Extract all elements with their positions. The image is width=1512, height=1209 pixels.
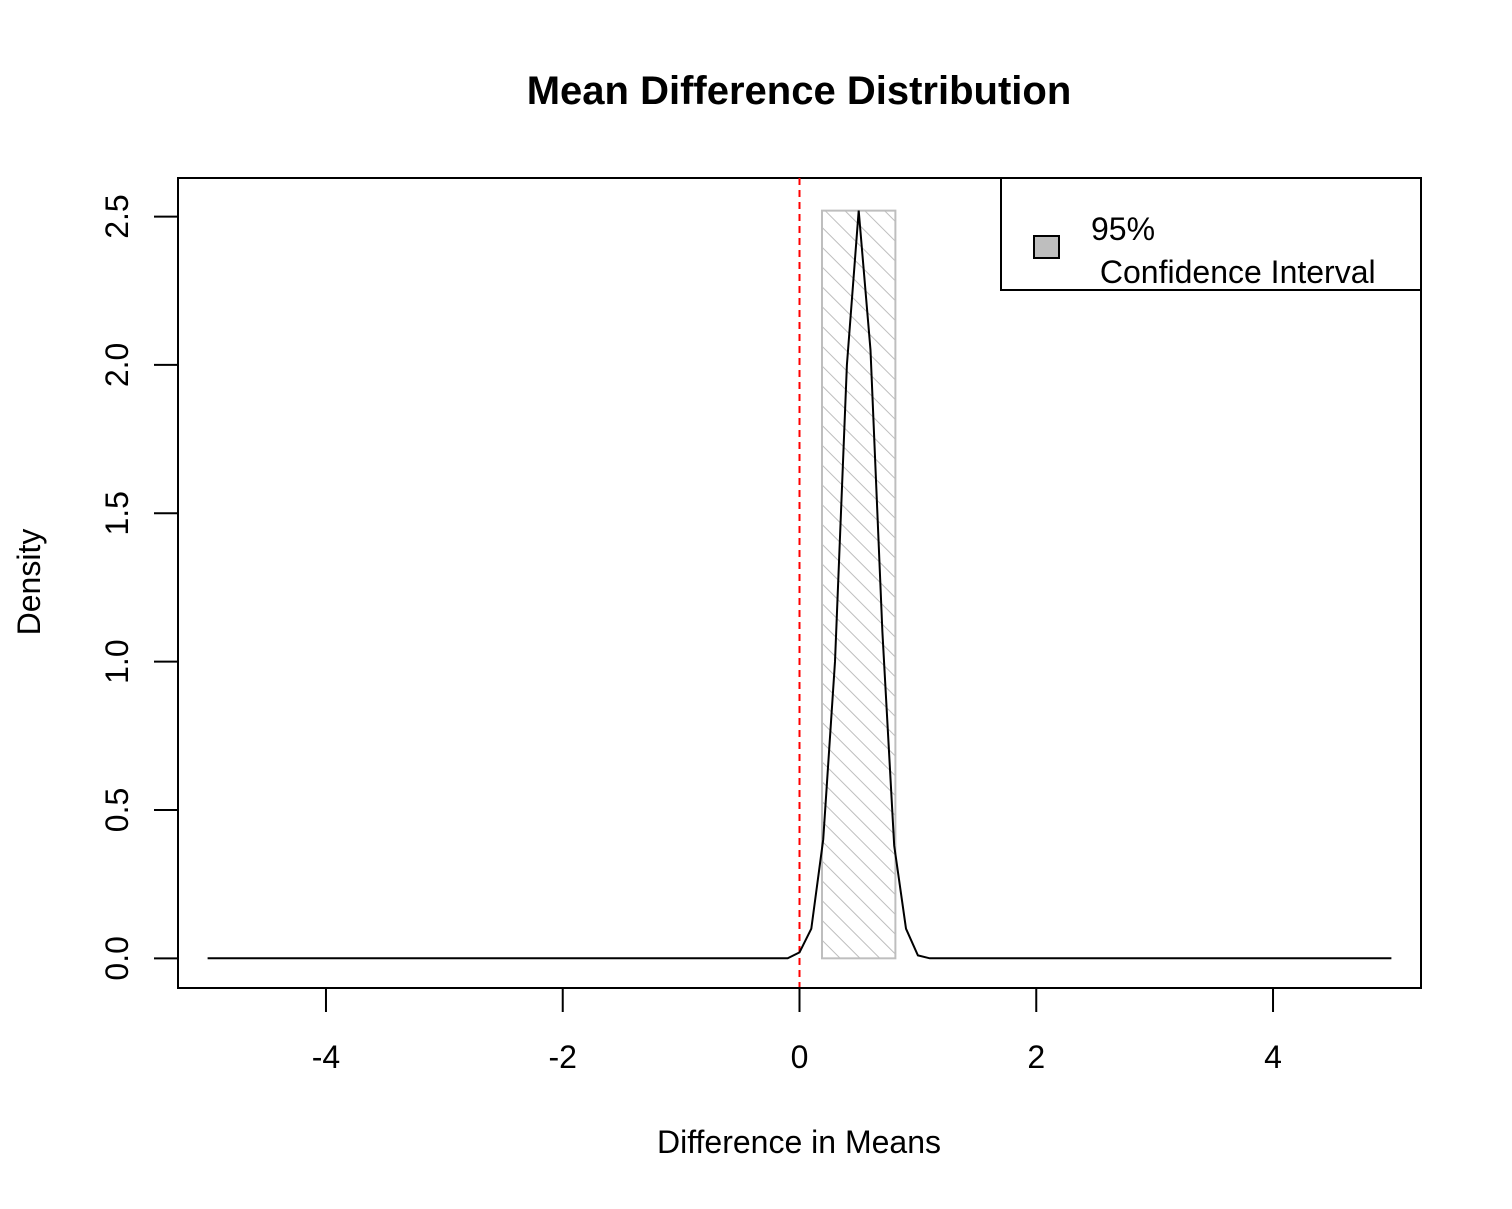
y-tick-label: 1.0 bbox=[99, 639, 135, 683]
x-tick-label: 2 bbox=[1027, 1039, 1045, 1075]
y-axis: 0.0 0.5 1.0 1.5 2.0 2.5 bbox=[99, 194, 179, 981]
chart-title: Mean Difference Distribution bbox=[527, 69, 1072, 113]
legend-label-line1: 95% bbox=[1091, 211, 1155, 247]
confidence-interval-layer bbox=[820, 209, 897, 960]
confidence-interval-rect bbox=[820, 209, 897, 960]
y-tick-label: 0.5 bbox=[99, 788, 135, 832]
legend-swatch bbox=[1033, 235, 1060, 259]
y-tick-label: 0.0 bbox=[99, 936, 135, 980]
legend: 95% Confidence Interval bbox=[1000, 177, 1422, 291]
x-tick-label: -2 bbox=[549, 1039, 577, 1075]
density-curve-layer bbox=[207, 210, 1392, 960]
y-tick-label: 2.5 bbox=[99, 194, 135, 238]
y-tick-label: 1.5 bbox=[99, 491, 135, 535]
x-tick-label: -4 bbox=[312, 1039, 340, 1075]
y-tick-label: 2.0 bbox=[99, 343, 135, 387]
legend-box bbox=[1000, 177, 1422, 291]
x-tick-label: 0 bbox=[791, 1039, 809, 1075]
x-tick-label: 4 bbox=[1264, 1039, 1282, 1075]
y-axis-label: Density bbox=[11, 529, 47, 636]
x-axis-label: Difference in Means bbox=[657, 1124, 941, 1160]
legend-label-line2: Confidence Interval bbox=[1091, 254, 1376, 290]
x-axis: -4 -2 0 2 4 bbox=[312, 987, 1282, 1075]
density-curve-line bbox=[207, 210, 1392, 960]
